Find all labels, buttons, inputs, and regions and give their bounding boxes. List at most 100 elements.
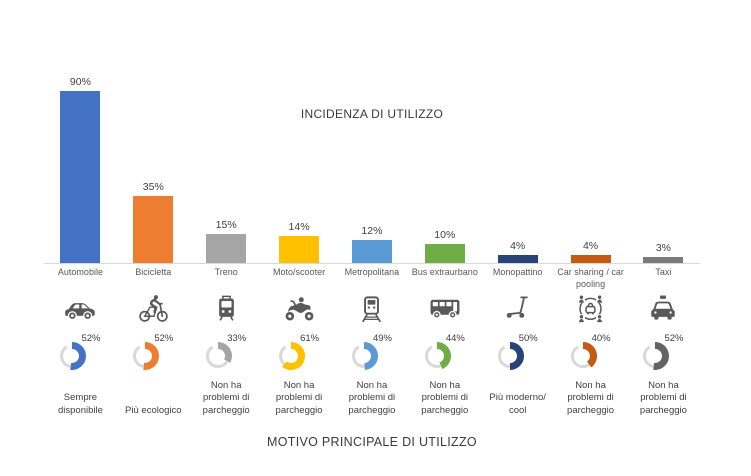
category-label-bicicletta: Bicicletta [135, 267, 172, 277]
gauge-cell-automobile: 52% [44, 331, 117, 373]
gauge-monopattino: 50% [493, 333, 543, 373]
bar-value-label-monopattino: 4% [510, 240, 526, 252]
bar-column-treno: 15% [190, 70, 263, 263]
reason-chart-title: MOTIVO PRINCIPALE DI UTILIZZO [267, 435, 477, 449]
icon-cell-moto-scooter [263, 290, 336, 326]
reason-cell-bicicletta: Più ecologico [117, 380, 190, 417]
gauge-value-label-taxi: 52% [664, 333, 684, 344]
bar-moto-scooter [279, 236, 320, 263]
reason-label-moto-scooter: Non ha problemi di parcheggio [275, 380, 323, 416]
gauge-cell-bicicletta: 52% [117, 331, 190, 373]
reason-label-taxi: Non ha problemi di parcheggio [639, 380, 687, 416]
kick-scooter-icon [502, 293, 533, 324]
gauge-cell-car-sharing-car-pooling: 40% [554, 331, 627, 373]
gauge-value-label-monopattino: 50% [518, 333, 538, 344]
bar-value-label-metropolitana: 12% [361, 225, 383, 237]
reason-cell-moto-scooter: Non ha problemi di parcheggio [263, 380, 336, 417]
reasons-row: Sempre disponibile Più ecologico Non ha pr… [44, 380, 700, 417]
gauge-value-label-car-sharing-car-pooling: 40% [591, 333, 611, 344]
bar-value-label-car-sharing-car-pooling: 4% [582, 240, 599, 252]
icon-cell-bicicletta [117, 290, 190, 326]
icon-cell-monopattino [481, 290, 554, 326]
metro-icon [356, 293, 387, 324]
gauge-value-label-automobile: 52% [81, 333, 101, 344]
bar-column-bicicletta: 35% [117, 70, 190, 263]
gauge-value-label-metropolitana: 49% [372, 333, 392, 344]
gauge-treno: 33% [201, 333, 251, 373]
gauge-cell-bus-extraurbano: 44% [408, 331, 481, 373]
reason-cell-metropolitana: Non ha problemi di parcheggio [336, 380, 409, 417]
bar-value-label-bus-extraurbano: 10% [434, 229, 456, 241]
bar-chart: 90% 35% 15% 14% 12% 10% 4% 4% 3% [44, 70, 700, 263]
bar-value-label-automobile: 90% [69, 76, 91, 88]
bar-taxi [643, 257, 684, 263]
reason-label-bus-extraurbano: Non ha problemi di parcheggio [421, 380, 469, 416]
incidence-chart-title: INCIDENZA DI UTILIZZO [300, 107, 444, 121]
category-label-bus-extraurbano: Bus extraurbano [411, 267, 478, 277]
gauge-automobile: 52% [55, 333, 105, 373]
bar-bicicletta [133, 196, 174, 263]
gauge-value-label-moto-scooter: 61% [300, 333, 320, 344]
bar-car-sharing-car-pooling [570, 255, 611, 263]
car-sharing-icon [574, 290, 607, 326]
reason-cell-car-sharing-car-pooling: Non ha problemi di parcheggio [554, 380, 627, 417]
gauge-cell-monopattino: 50% [481, 331, 554, 373]
bar-value-label-bicicletta: 35% [142, 181, 164, 193]
gauge-cell-moto-scooter: 61% [263, 331, 336, 373]
gauge-value-label-treno: 33% [227, 333, 247, 344]
gauge-car-sharing-car-pooling: 40% [566, 333, 616, 373]
category-label-taxi: Taxi [655, 267, 672, 277]
bar-column-monopattino: 4% [481, 70, 554, 263]
car-icon [62, 295, 98, 322]
icon-cell-bus-extraurbano [408, 290, 481, 326]
icon-cell-metropolitana [336, 290, 409, 326]
reason-label-treno: Non ha problemi di parcheggio [202, 380, 250, 416]
category-labels-row: Automobile Bicicletta Treno Moto/scooter Met… [44, 267, 700, 290]
gauge-value-label-bicicletta: 52% [154, 333, 174, 344]
gauge-metropolitana: 49% [347, 333, 397, 373]
icon-cell-taxi [627, 290, 700, 326]
gauge-moto-scooter: 61% [274, 333, 324, 373]
category-label-treno: Treno [214, 267, 238, 277]
reason-label-car-sharing-car-pooling: Non ha problemi di parcheggio [567, 380, 615, 416]
bar-column-metropolitana: 12% [336, 70, 409, 263]
bar-value-label-moto-scooter: 14% [288, 221, 310, 233]
reason-label-monopattino: Più moderno/ cool [489, 392, 546, 416]
category-label-monopattino: Monopattino [492, 267, 543, 277]
bar-column-automobile: 90% [44, 70, 117, 263]
gauges-row: 52% 52% 33% 61% 49% 44% 50% 40% 52% [44, 331, 700, 373]
transport-icons-row [44, 290, 700, 326]
bar-bus-extraurbano [424, 244, 465, 263]
gauge-bicicletta: 52% [128, 333, 178, 373]
bicycle-icon [138, 293, 169, 324]
bar-value-label-treno: 15% [215, 219, 237, 231]
category-label-moto-scooter: Moto/scooter [273, 267, 326, 277]
bus-icon [428, 291, 462, 325]
reason-label-metropolitana: Non ha problemi di parcheggio [348, 380, 396, 416]
reason-cell-bus-extraurbano: Non ha problemi di parcheggio [408, 380, 481, 417]
gauge-taxi: 52% [638, 333, 688, 373]
tram-icon [211, 293, 242, 324]
gauge-cell-treno: 33% [190, 331, 263, 373]
bar-column-bus-extraurbano: 10% [408, 70, 481, 263]
reason-label-automobile: Sempre disponibile [57, 392, 103, 416]
gauge-bus-extraurbano: 44% [420, 333, 470, 373]
bar-automobile [60, 91, 101, 263]
icon-cell-car-sharing-car-pooling [554, 290, 627, 326]
x-axis-line [44, 263, 700, 264]
reason-cell-automobile: Sempre disponibile [44, 380, 117, 417]
reason-cell-treno: Non ha problemi di parcheggio [190, 380, 263, 417]
taxi-icon [647, 292, 679, 324]
bar-metropolitana [351, 240, 392, 263]
bar-treno [206, 234, 247, 263]
bar-column-taxi: 3% [627, 70, 700, 263]
bar-column-car-sharing-car-pooling: 4% [554, 70, 627, 263]
bar-monopattino [497, 255, 538, 263]
gauge-value-label-bus-extraurbano: 44% [445, 333, 465, 344]
reason-cell-monopattino: Più moderno/ cool [481, 380, 554, 417]
category-label-car-sharing-car-pooling: Car sharing / car pooling [557, 267, 624, 289]
bar-column-moto-scooter: 14% [263, 70, 336, 263]
icon-cell-automobile [44, 290, 117, 326]
category-label-automobile: Automobile [57, 267, 103, 277]
